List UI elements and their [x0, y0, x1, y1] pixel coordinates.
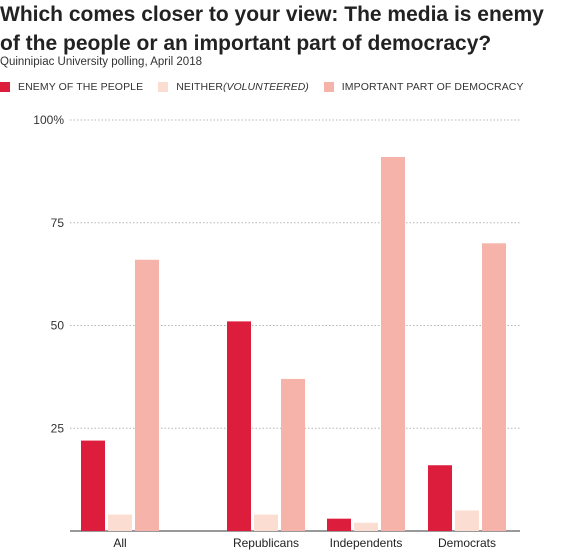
legend-label-democracy: IMPORTANT PART OF DEMOCRACY [341, 81, 524, 93]
legend-item-democracy: IMPORTANT PART OF DEMOCRACY [323, 81, 524, 93]
legend-note-neither: (VOLUNTEERED) [223, 81, 309, 93]
bar-enemy-independents [327, 518, 351, 531]
legend-item-enemy: ENEMY OF THE PEOPLE [0, 81, 143, 93]
x-tick-label-democrats: Democrats [438, 536, 496, 550]
chart-legend: ENEMY OF THE PEOPLE NEITHER (VOLUNTEERED… [0, 81, 539, 93]
bar-democracy-democrats [482, 243, 506, 532]
legend-swatch-neither [158, 82, 169, 92]
legend-label-neither: NEITHER [176, 81, 224, 93]
bar-neither-democrats [455, 510, 479, 531]
legend-swatch-democracy [323, 82, 334, 92]
y-tick-label-25: 25 [51, 421, 65, 435]
bar-democracy-independents [381, 156, 405, 532]
legend-item-neither: NEITHER (VOLUNTEERED) [158, 81, 309, 93]
bar-neither-independents [354, 522, 378, 531]
bar-enemy-democrats [428, 465, 452, 531]
legend-label-enemy: ENEMY OF THE PEOPLE [18, 81, 144, 93]
legend-swatch-enemy [0, 82, 10, 92]
x-tick-label-republicans: Republicans [233, 536, 299, 550]
bar-democracy-all [135, 259, 159, 531]
x-tick-label-independents: Independents [330, 536, 403, 550]
bar-neither-all [108, 514, 132, 531]
bar-enemy-all [81, 440, 105, 531]
chart-title: Which comes closer to your view: The med… [0, 3, 544, 55]
y-tick-label-100: 100% [33, 113, 64, 127]
bar-enemy-republicans [227, 321, 251, 531]
x-tick-label-all: All [113, 536, 126, 550]
y-tick-label-50: 50 [51, 319, 65, 333]
bar-democracy-republicans [281, 378, 305, 531]
bar-neither-republicans [254, 514, 278, 531]
chart-subtitle: Quinnipiac University polling, April 201… [0, 56, 202, 68]
y-tick-label-75: 75 [51, 216, 65, 230]
